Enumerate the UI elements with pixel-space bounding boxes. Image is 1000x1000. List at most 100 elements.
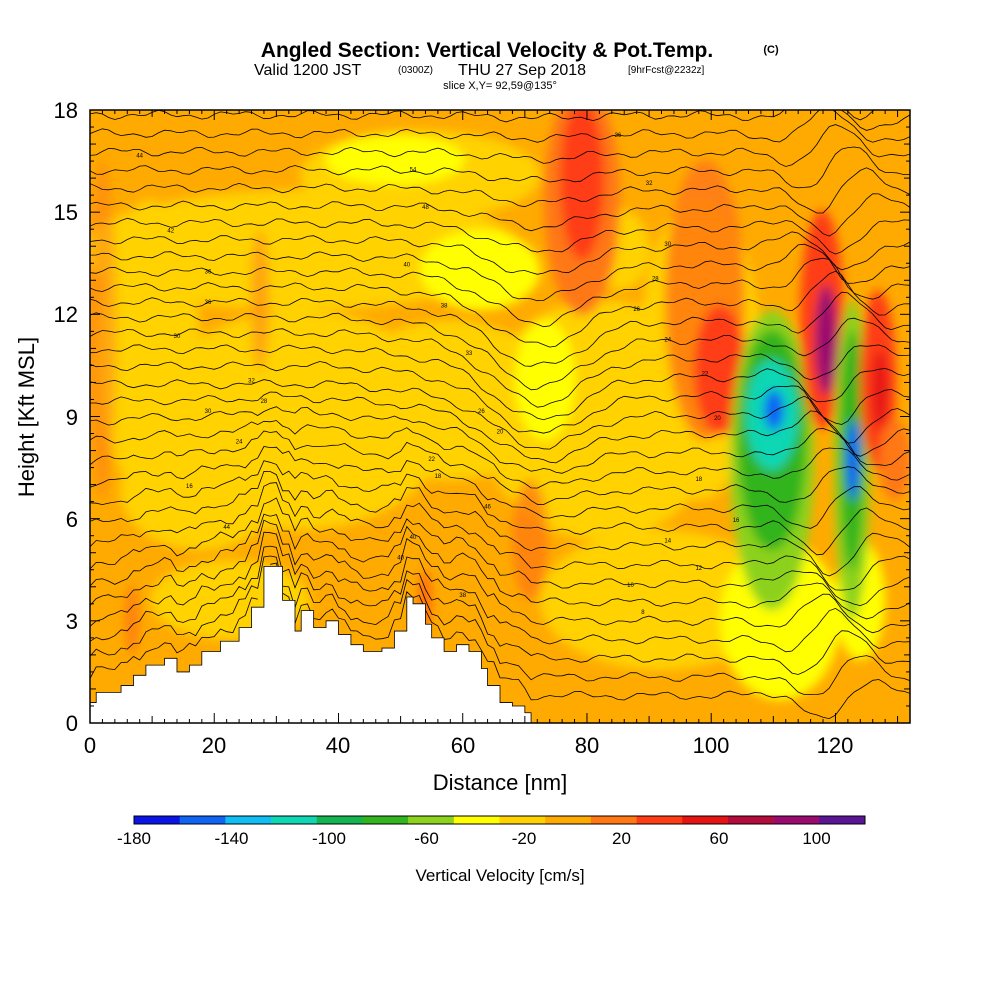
field-patch — [420, 230, 540, 310]
pot-temp-contour-label: 42 — [167, 229, 174, 235]
pot-temp-contour-label: 24 — [664, 338, 671, 344]
colorbar-swatch — [362, 816, 409, 824]
y-axis-label: Height [Kft MSL] — [14, 337, 39, 497]
field-patch — [560, 110, 604, 260]
field-patch — [90, 190, 520, 310]
pot-temp-contour-label: 44 — [136, 154, 143, 160]
pot-temp-contour-line — [90, 379, 910, 450]
pot-temp-contour-line — [90, 312, 910, 391]
pot-temp-contour-line — [90, 470, 910, 577]
pot-temp-contour-labels: 44 54 48 42 40 36 38 36 30 33 32 28 30 26 24 20 22 18 16 46… — [136, 133, 740, 616]
colorbar-swatch — [225, 816, 272, 824]
pot-temp-contour-line — [90, 513, 910, 620]
pot-temp-contour-label: 30 — [174, 334, 181, 340]
pot-temp-contour-line — [90, 344, 910, 421]
colorbar-swatch — [179, 816, 226, 824]
x-tick-label: 60 — [451, 733, 475, 758]
x-tick-label: 80 — [575, 733, 599, 758]
pot-temp-contour-label: 40 — [403, 263, 410, 269]
x-tick-label: 100 — [693, 733, 730, 758]
chart-subtitle: Valid 1200 JST (0300Z) THU 27 Sep 2018 [… — [254, 62, 705, 79]
pot-temp-contour-line — [90, 497, 910, 607]
colorbar-tick-label: -140 — [214, 829, 248, 848]
chart-title-text: Angled Section: Vertical Velocity & Pot.… — [261, 39, 713, 62]
pot-temp-contour-line — [90, 193, 910, 237]
colorbar-swatch — [727, 816, 774, 824]
y-axis: 0 3 6 9 12 15 18 Height [Kft MSL] — [14, 98, 78, 736]
chart-title: Angled Section: Vertical Velocity & Pot.… — [261, 39, 779, 62]
pot-temp-contour-label: 30 — [205, 409, 212, 415]
pot-temp-contour-label: 18 — [435, 474, 442, 480]
colorbar-frame — [133, 815, 866, 825]
pot-temp-contour-label: 54 — [410, 167, 417, 173]
plot-area: 44 54 48 42 40 36 38 36 30 33 32 28 30 26 24 20 22 18 16 46… — [90, 110, 910, 723]
subtitle-forecast: [9hrFcst@2232z] — [628, 65, 705, 76]
pot-temp-contour-label: 24 — [236, 440, 243, 446]
pot-temp-contour-label: 30 — [664, 242, 671, 248]
pot-temp-contour-line — [90, 545, 910, 675]
x-tick-label: 120 — [817, 733, 854, 758]
pot-temp-contour-line — [90, 146, 910, 189]
pot-temp-contour-line — [90, 231, 910, 275]
pot-temp-contour-label: 22 — [428, 457, 435, 463]
pot-temp-contour-line — [90, 430, 910, 506]
pot-temp-contour-line — [90, 243, 910, 302]
field-patch — [515, 320, 575, 440]
colorbar-swatch — [819, 816, 866, 824]
pot-temp-contour-label: 28 — [652, 276, 659, 282]
pot-temp-contour-label: 32 — [646, 181, 653, 187]
pot-temp-contour-label: 16 — [733, 518, 740, 524]
pot-temp-contour-line — [90, 167, 910, 214]
pot-temp-contour-label: 38 — [459, 593, 466, 599]
pot-temp-contour-label: 16 — [186, 484, 193, 490]
colorbar-swatch — [271, 816, 318, 824]
pot-temp-contour-line — [90, 361, 910, 434]
pot-temp-contour-label: 36 — [205, 269, 212, 275]
pot-temp-contour-line — [90, 482, 910, 591]
colorbar-swatch — [134, 816, 180, 824]
pot-temp-contour-label: 44 — [223, 525, 230, 531]
pot-temp-contour-line — [270, 562, 910, 720]
pot-temp-contour-label: 40 — [397, 556, 404, 562]
colorbar-swatch — [316, 816, 363, 824]
colorbar-swatch — [545, 816, 592, 824]
pot-temp-contour-line — [90, 420, 910, 489]
terrain — [90, 565, 532, 723]
pot-temp-contour-line — [90, 597, 258, 679]
axis-minor-ticks — [89, 109, 911, 724]
pot-temp-contour-label: 12 — [695, 566, 702, 572]
subtitle-valid: Valid 1200 JST — [254, 62, 362, 79]
x-tick-label: 40 — [326, 733, 350, 758]
colorbar: -180 -140 -100 -60 -20 20 60 100 Vertica… — [117, 815, 866, 885]
colorbar-label: Vertical Velocity [cm/s] — [415, 866, 584, 885]
field-patch — [100, 200, 200, 500]
y-tick-label: 9 — [66, 405, 78, 430]
pot-temp-contour-label: 46 — [484, 504, 491, 510]
pot-temp-contour-line — [90, 217, 910, 255]
y-tick-label: 6 — [66, 507, 78, 532]
pot-temp-contour-line — [90, 328, 910, 408]
field-patch — [325, 135, 465, 185]
pot-temp-contour-label: 36 — [205, 300, 212, 306]
x-tick-label: 0 — [84, 733, 96, 758]
y-tick-label: 0 — [66, 711, 78, 736]
field-patch — [815, 285, 837, 395]
field-patch — [125, 585, 139, 655]
colorbar-swatch — [408, 816, 455, 824]
y-tick-label: 15 — [54, 200, 78, 225]
colorbar-swatch — [499, 816, 546, 824]
colorbar-tick-label: -20 — [512, 829, 537, 848]
colorbar-swatch — [773, 816, 820, 824]
pot-temp-contour-label: 38 — [441, 304, 448, 310]
colorbar-swatches — [134, 816, 866, 824]
pot-temp-contours — [90, 110, 910, 720]
subtitle-date: THU 27 Sep 2018 — [458, 62, 586, 79]
x-axis: 0 20 40 60 80 100 120 Distance [nm] — [84, 733, 853, 795]
colorbar-tick-label: 20 — [612, 829, 631, 848]
colorbar-tick-label: -100 — [312, 829, 346, 848]
colorbar-tick-label: -60 — [414, 829, 439, 848]
colorbar-swatch — [682, 816, 729, 824]
pot-temp-contour-label: 48 — [422, 205, 429, 211]
y-tick-label: 12 — [54, 302, 78, 327]
